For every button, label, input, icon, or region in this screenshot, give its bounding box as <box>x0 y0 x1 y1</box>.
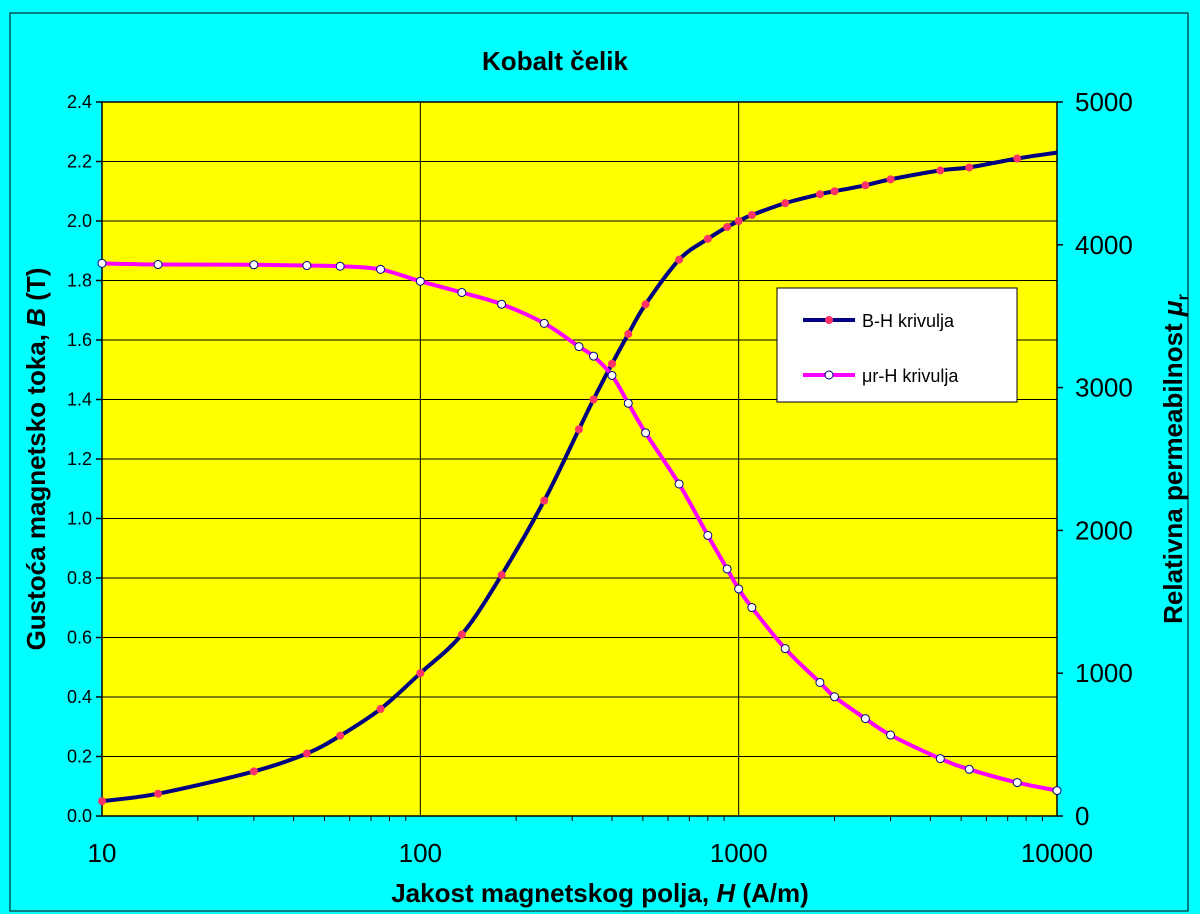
ticks-layer: 0.0 0.2 0.4 0.6 0.8 1.0 1.2 1.4 1.6 1.8 2.0 2.2 2.4 0… <box>67 87 1133 868</box>
series-point-bh <box>98 797 106 806</box>
series-point-mu <box>780 644 790 654</box>
series-point-bh <box>861 181 870 190</box>
series-point-mu <box>641 428 651 438</box>
series-point-bh <box>249 767 258 776</box>
series-point-bh <box>457 630 466 639</box>
series-point-bh <box>703 234 712 243</box>
series-point-mu <box>734 584 744 594</box>
y-right-tick-label: 2000 <box>1075 515 1133 545</box>
series-point-mu <box>860 714 870 724</box>
y-left-tick-label: 2.4 <box>67 92 92 112</box>
series-point-mu <box>249 260 259 270</box>
y-left-tick-label: 1.2 <box>67 449 92 469</box>
x-axis-label: Jakost magnetskog polja, H (A/m) <box>391 878 809 908</box>
y-left-tick-label: 0.0 <box>67 806 92 826</box>
y-left-tick-label: 1.8 <box>67 271 92 291</box>
series-point-bh <box>781 199 790 208</box>
y-left-tick-label: 1.6 <box>67 330 92 350</box>
series-point-mu <box>335 261 345 271</box>
series-line-bh <box>101 150 1058 804</box>
series-point-bh <box>723 222 732 231</box>
series-point-bh <box>734 217 743 225</box>
series-point-bh <box>302 749 311 758</box>
x-tick-label: 1000 <box>710 838 768 868</box>
y-left-tick-label: 0.4 <box>67 687 92 707</box>
series-point-bh <box>830 187 839 196</box>
legend-box <box>776 287 1018 403</box>
series-point-mu <box>607 370 617 380</box>
series-point-bh <box>747 211 756 220</box>
y-left-tick-label: 0.8 <box>67 568 92 588</box>
legend-mu-marker <box>824 370 834 380</box>
series-point-mu <box>747 603 757 613</box>
chart-title: Kobalt čelik <box>482 46 628 76</box>
x-tick-label: 10000 <box>1021 838 1093 868</box>
series-point-bh <box>886 175 895 184</box>
series-point-mu <box>886 730 896 740</box>
series-point-bh <box>675 255 684 264</box>
series-point-mu <box>1012 778 1022 788</box>
series-point-bh <box>936 166 945 175</box>
x-tick-label: 100 <box>399 838 442 868</box>
legend-bh-label: B-H krivulja <box>862 311 955 331</box>
series-point-mu <box>539 318 549 328</box>
series-point-bh <box>540 496 549 505</box>
series-point-mu <box>935 754 945 764</box>
y-right-tick-label: 1000 <box>1075 658 1133 688</box>
y-left-tick-label: 2.2 <box>67 152 92 172</box>
series-point-bh <box>376 704 385 713</box>
series-point-mu <box>815 677 825 687</box>
y-left-tick-label: 0.2 <box>67 747 92 767</box>
series-point-bh <box>624 330 633 339</box>
y-axis-left-label: Gustoća magnetsko toka, B (T) <box>21 268 51 651</box>
series-point-bh <box>1013 154 1022 163</box>
y-left-tick-label: 1.0 <box>67 509 92 529</box>
chart-border <box>9 12 1189 912</box>
series-point-mu <box>457 287 467 297</box>
series-point-mu <box>497 299 507 309</box>
series-point-mu <box>1052 786 1062 796</box>
series-point-mu <box>623 398 633 408</box>
series-point-mu <box>703 530 713 540</box>
x-tick-label: 10 <box>88 838 117 868</box>
series-point-bh <box>965 163 974 172</box>
series-layer <box>97 150 1062 806</box>
y-left-tick-label: 2.0 <box>67 211 92 231</box>
series-point-bh <box>497 571 506 580</box>
y-axis-right-label: Relativna permeabilnost μr <box>1158 294 1192 624</box>
series-point-mu <box>415 276 425 286</box>
y-right-tick-label: 5000 <box>1075 87 1133 117</box>
series-point-mu <box>153 260 163 270</box>
series-point-bh <box>815 190 824 199</box>
series-point-mu <box>829 692 839 702</box>
y-right-tick-label: 0 <box>1075 801 1089 831</box>
series-point-bh <box>607 359 616 368</box>
series-point-mu <box>376 264 386 274</box>
series-point-mu <box>589 351 599 361</box>
y-right-tick-label: 3000 <box>1075 373 1133 403</box>
legend-bh-marker <box>825 316 833 324</box>
series-point-bh <box>154 789 163 798</box>
y-left-tick-label: 1.4 <box>67 390 92 410</box>
series-point-bh <box>589 395 598 404</box>
series-point-mu <box>97 258 107 268</box>
legend: B-H krivulja μr-H krivulja <box>776 287 1018 403</box>
series-point-bh <box>641 300 650 309</box>
series-point-bh <box>574 425 583 434</box>
series-point-mu <box>574 342 584 352</box>
legend-mu-label: μr-H krivulja <box>862 366 959 386</box>
series-point-mu <box>674 479 684 489</box>
series-point-bh <box>336 731 345 740</box>
series-point-mu <box>964 764 974 774</box>
series-point-mu <box>302 261 312 271</box>
y-left-tick-label: 0.6 <box>67 628 92 648</box>
series-point-mu <box>722 564 732 574</box>
y-right-tick-label: 4000 <box>1075 230 1133 260</box>
series-point-bh <box>416 669 425 678</box>
